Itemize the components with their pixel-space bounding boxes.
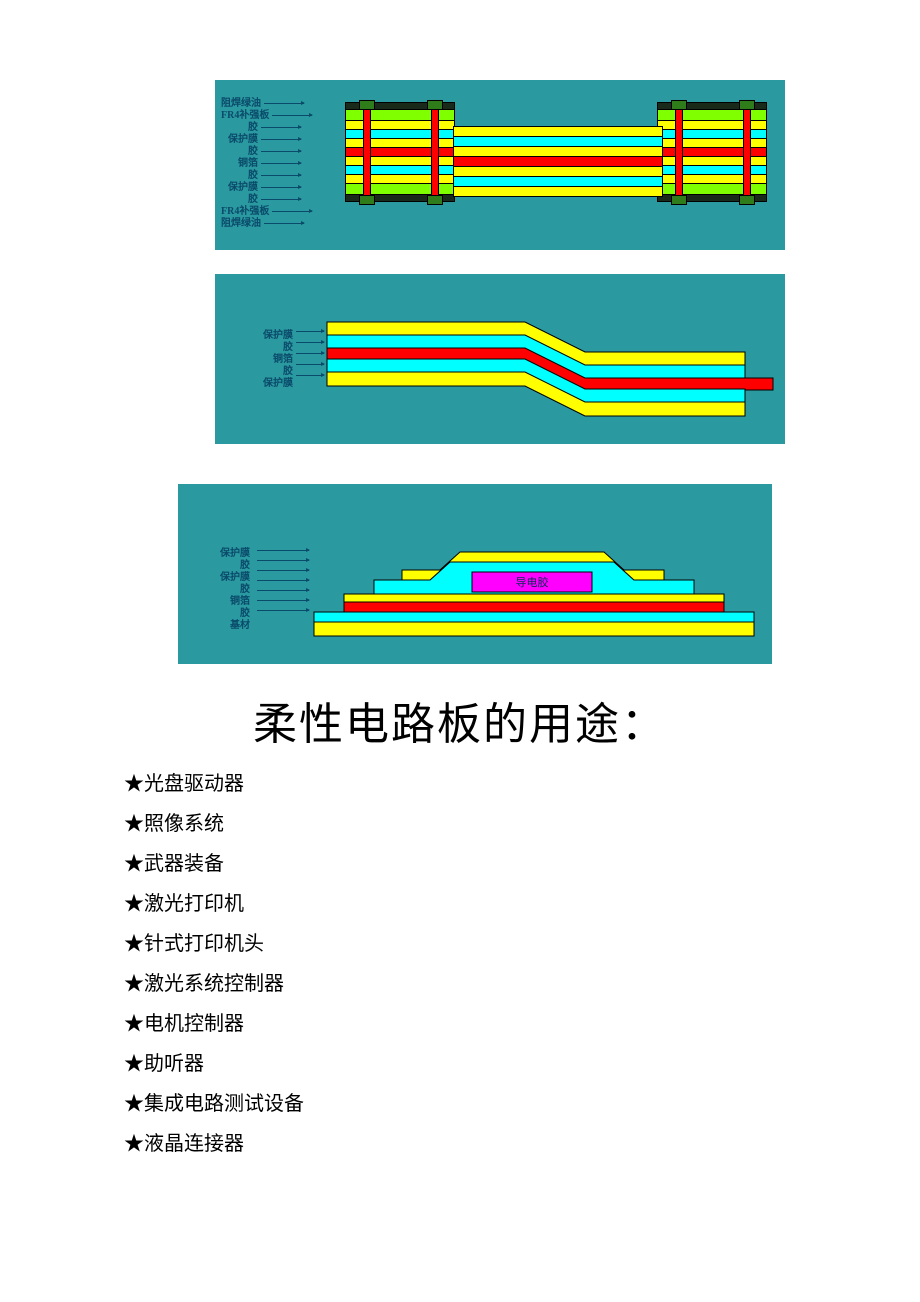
layer-label: 保护膜 bbox=[221, 330, 293, 342]
layer-label: 阻焊绿油 bbox=[221, 98, 301, 110]
layer-label: 阻焊绿油 bbox=[221, 218, 301, 230]
diagram-1-labels: 阻焊绿油FR4补强板胶保护膜胶铜箔胶保护膜胶FR4补强板阻焊绿油 bbox=[221, 98, 301, 230]
diagram-1-middle-layers bbox=[453, 126, 663, 196]
layer-label: 保护膜 bbox=[190, 572, 250, 584]
diagram-3-arrows bbox=[254, 550, 309, 620]
layer-label: 胶 bbox=[190, 608, 250, 620]
diagram-3-labels: 保护膜胶保护膜胶铜箔胶基材 bbox=[190, 548, 250, 632]
layer-label: 保护膜 bbox=[221, 378, 293, 390]
document-page: 阻焊绿油FR4补强板胶保护膜胶铜箔胶保护膜胶FR4补强板阻焊绿油 保护膜胶铜箔胶… bbox=[0, 0, 920, 1224]
usage-list-item: ★激光系统控制器 bbox=[124, 964, 800, 1004]
diagram-2-labels: 保护膜胶铜箔胶保护膜 bbox=[221, 330, 293, 390]
diagram-3-container: 保护膜胶保护膜胶铜箔胶基材 导电胶 bbox=[120, 484, 800, 664]
layer-label: 胶 bbox=[221, 122, 301, 134]
diagram-single-layer-flex: 保护膜胶铜箔胶保护膜 bbox=[215, 274, 785, 444]
diagram-2-arrows bbox=[293, 331, 324, 386]
diagram-stepped-stack: 保护膜胶保护膜胶铜箔胶基材 导电胶 bbox=[178, 484, 772, 664]
diagram-1-container: 阻焊绿油FR4补强板胶保护膜胶铜箔胶保护膜胶FR4补强板阻焊绿油 bbox=[120, 80, 800, 250]
layer-label: FR4补强板 bbox=[221, 206, 301, 218]
usage-list-item: ★集成电路测试设备 bbox=[124, 1084, 800, 1124]
usage-list-item: ★照像系统 bbox=[124, 804, 800, 844]
diagram-3-svg: 导电胶 bbox=[312, 532, 762, 652]
layer-label: 铜箔 bbox=[221, 354, 293, 366]
layer-label: 胶 bbox=[221, 146, 301, 158]
conductive-adhesive-label: 导电胶 bbox=[516, 575, 549, 589]
usage-list-item: ★电机控制器 bbox=[124, 1004, 800, 1044]
usage-list-item: ★液晶连接器 bbox=[124, 1124, 800, 1164]
layer-label: 铜箔 bbox=[190, 596, 250, 608]
layer-label: 保护膜 bbox=[190, 548, 250, 560]
layer-label: 保护膜 bbox=[221, 182, 301, 194]
usage-list-item: ★武器装备 bbox=[124, 844, 800, 884]
usage-list-item: ★针式打印机头 bbox=[124, 924, 800, 964]
diagram-rigid-flex-cross-section: 阻焊绿油FR4补强板胶保护膜胶铜箔胶保护膜胶FR4补强板阻焊绿油 bbox=[215, 80, 785, 250]
layer-label: FR4补强板 bbox=[221, 110, 301, 122]
usage-list: ★光盘驱动器★照像系统★武器装备★激光打印机★针式打印机头★激光系统控制器★电机… bbox=[120, 764, 800, 1164]
layer-label: 胶 bbox=[190, 584, 250, 596]
layer-label: 基材 bbox=[190, 620, 250, 632]
layer-label: 胶 bbox=[221, 194, 301, 206]
layer-label: 胶 bbox=[190, 560, 250, 572]
usage-list-item: ★光盘驱动器 bbox=[124, 764, 800, 804]
section-heading: 柔性电路板的用途： bbox=[120, 688, 800, 752]
usage-list-item: ★激光打印机 bbox=[124, 884, 800, 924]
layer-label: 胶 bbox=[221, 342, 293, 354]
layer-label: 胶 bbox=[221, 170, 301, 182]
layer-label: 胶 bbox=[221, 366, 293, 378]
diagram-2-container: 保护膜胶铜箔胶保护膜 bbox=[120, 274, 800, 444]
layer-label: 保护膜 bbox=[221, 134, 301, 146]
usage-list-item: ★助听器 bbox=[124, 1044, 800, 1084]
layer-label: 铜箔 bbox=[221, 158, 301, 170]
diagram-2-svg bbox=[325, 318, 775, 418]
